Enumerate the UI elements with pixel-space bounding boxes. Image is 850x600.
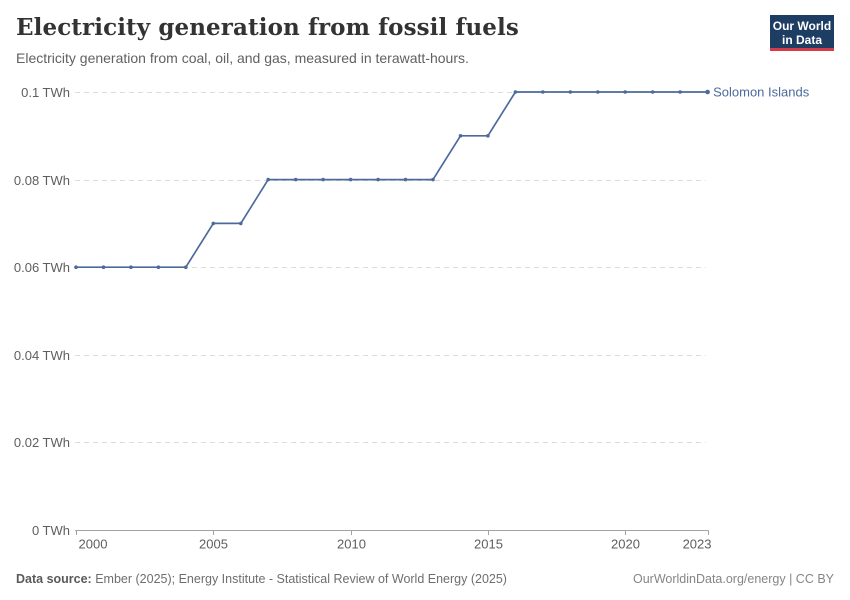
data-point [486,134,490,138]
series-entity-label[interactable]: Solomon Islands [713,85,810,100]
data-point [321,177,325,182]
page-title: Electricity generation from fossil fuels [16,14,519,41]
data-point [101,265,106,270]
data-point [705,89,710,95]
data-source-note: Data source: Ember (2025); Energy Instit… [16,572,507,587]
chart-footer: Data source: Ember (2025); Energy Instit… [16,572,834,587]
data-point [184,265,188,270]
data-point [568,90,573,94]
data-point [239,221,243,226]
chart-subtitle: Electricity generation from coal, oil, a… [16,50,469,66]
data-source-label: Data source: [16,572,92,586]
chart-header: Electricity generation from fossil fuels… [16,14,834,67]
logo-text-line2: in Data [781,33,822,47]
data-point [403,177,408,182]
data-source-text: Ember (2025); Energy Institute - Statist… [95,572,507,586]
owid-logo[interactable]: Our World in Data [770,15,834,51]
y-axis-tick-label: 0.06 TWh [14,260,70,275]
y-axis-tick-label: 0.02 TWh [14,435,70,450]
y-axis-tick-label: 0.04 TWh [14,348,70,363]
data-point [376,177,380,182]
data-line-solomon-islands[interactable] [75,91,709,269]
data-point [431,177,435,182]
logo-text-line1: Our World [772,19,832,33]
data-point [458,134,463,138]
y-axis-tick-label: 0.1 TWh [21,85,70,100]
data-point [211,221,216,226]
data-point [623,90,627,94]
data-point [678,90,682,94]
data-point [156,265,161,270]
y-axis-tick-label: 0.08 TWh [14,173,70,188]
x-axis-tick-label: 2015 [474,537,503,552]
y-axis-tick-label: 0 TWh [32,523,70,538]
data-point [348,177,353,182]
data-point [129,265,133,270]
data-point [513,90,518,94]
data-point [596,90,600,94]
data-point [541,90,545,94]
data-point [293,177,298,182]
x-axis-tick-label: 2005 [199,537,228,552]
x-axis-tick-label: 2010 [337,537,366,552]
x-axis-tick-label: 2020 [611,537,640,552]
data-point [74,265,78,270]
x-axis-tick-label: 2023 [683,537,712,552]
data-point [266,177,271,182]
x-axis-tick-label: 2000 [79,537,108,552]
footer-citation-link[interactable]: OurWorldinData.org/energy | CC BY [632,572,834,586]
data-point [650,90,655,94]
